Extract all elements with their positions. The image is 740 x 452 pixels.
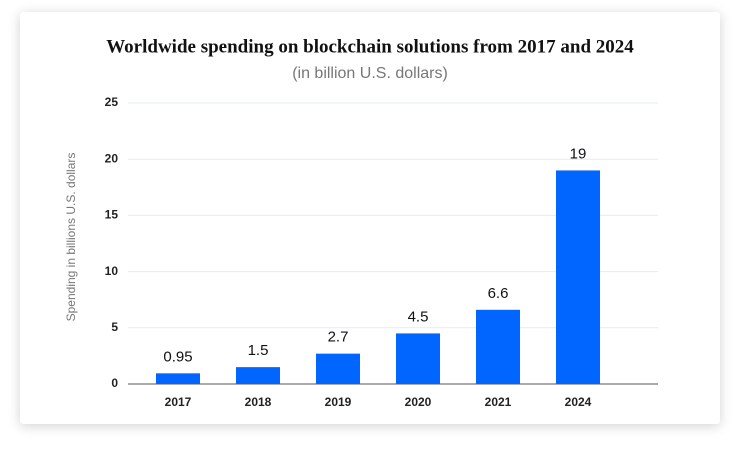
bar (556, 170, 600, 384)
chart-title: Worldwide spending on blockchain solutio… (106, 36, 634, 57)
x-tick-label: 2017 (165, 395, 192, 409)
x-tick-label: 2019 (325, 395, 352, 409)
value-label: 1.5 (248, 342, 269, 359)
card (20, 12, 720, 424)
y-tick-label: 15 (105, 208, 119, 222)
x-tick-label: 2018 (245, 395, 272, 409)
value-label: 6.6 (488, 285, 509, 302)
value-label: 0.95 (163, 348, 192, 365)
y-tick-label: 25 (105, 95, 119, 109)
bar (396, 333, 440, 384)
bar (476, 309, 520, 384)
bar (236, 367, 280, 384)
value-label: 2.7 (328, 329, 349, 346)
value-label: 19 (570, 145, 587, 162)
value-label: 4.5 (408, 308, 429, 325)
x-tick-label: 2021 (485, 395, 512, 409)
bar (156, 373, 200, 384)
chart-subtitle: (in billion U.S. dollars) (292, 65, 448, 82)
y-tick-label: 5 (111, 320, 118, 334)
x-tick-label: 2020 (405, 395, 432, 409)
y-axis-label: Spending in billions U.S. dollars (64, 153, 78, 322)
y-tick-label: 20 (105, 151, 119, 165)
y-tick-label: 10 (105, 264, 119, 278)
bar (316, 353, 360, 384)
x-tick-label: 2024 (565, 395, 592, 409)
y-tick-label: 0 (111, 376, 118, 390)
